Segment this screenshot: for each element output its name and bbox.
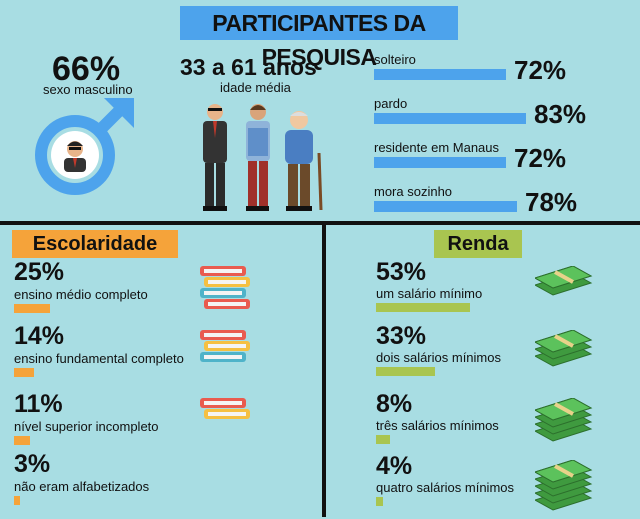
man-casual-figure xyxy=(246,104,270,211)
income-pct: 8% xyxy=(376,390,413,418)
education-label: ensino fundamental completo xyxy=(14,351,184,366)
man-elderly-figure xyxy=(285,111,323,211)
education-title: Escolaridade xyxy=(12,230,178,258)
stat-pct: 72% xyxy=(514,143,567,173)
businessman-avatar-icon xyxy=(64,141,86,172)
page-title: PARTICIPANTES DA PESQUISA xyxy=(180,6,458,70)
education-bar xyxy=(14,304,50,313)
stat-bar xyxy=(374,157,506,168)
stat-pct: 72% xyxy=(514,55,567,85)
male-symbol-icon xyxy=(35,98,134,195)
money-stack-icon xyxy=(535,398,593,442)
income-pct: 33% xyxy=(376,322,427,350)
education-bar xyxy=(14,496,20,505)
income-label: três salários mínimos xyxy=(376,418,499,433)
age-label: idade média xyxy=(220,80,291,95)
money-stack-icon xyxy=(535,330,593,367)
books-stack-icon xyxy=(200,330,250,362)
man-suit-figure xyxy=(203,104,227,211)
education-pct: 3% xyxy=(14,450,51,478)
stat-bar xyxy=(374,201,517,212)
education-label: nível superior incompleto xyxy=(14,419,159,434)
income-bar xyxy=(376,435,390,444)
income-pct: 53% xyxy=(376,258,427,286)
stat-pct: 83% xyxy=(534,99,587,129)
education-label: não eram alfabetizados xyxy=(14,479,150,494)
education-label: ensino médio completo xyxy=(14,287,148,302)
income-label: um salário mínimo xyxy=(376,286,483,301)
stat-pct: 78% xyxy=(525,187,578,217)
education-pct: 11% xyxy=(14,390,63,418)
stat-label: pardo xyxy=(374,96,408,111)
age-range: 33 a 61 anos xyxy=(180,54,317,80)
income-label: quatro salários mínimos xyxy=(376,480,514,495)
stat-bar xyxy=(374,69,506,80)
income-pct: 4% xyxy=(376,452,413,480)
books-stack-icon xyxy=(200,398,250,419)
income-title: Renda xyxy=(434,230,522,258)
horizontal-divider xyxy=(0,221,640,225)
gender-label: sexo masculino xyxy=(43,82,133,97)
stat-label: residente em Manaus xyxy=(374,140,500,155)
income-bar xyxy=(376,497,383,506)
education-bar xyxy=(14,436,30,445)
vertical-divider xyxy=(322,221,326,517)
books-stack-icon xyxy=(200,266,250,309)
income-bar xyxy=(376,367,435,376)
income-label: dois salários mínimos xyxy=(376,350,501,365)
education-bar xyxy=(14,368,34,377)
money-stack-icon xyxy=(535,460,593,511)
gender-pct: 66% xyxy=(52,50,121,88)
education-pct: 25% xyxy=(14,258,65,286)
income-bar xyxy=(376,303,470,312)
three-men-illustration xyxy=(203,104,323,211)
stat-label: mora sozinho xyxy=(374,184,453,199)
education-pct: 14% xyxy=(14,322,65,350)
stat-label: solteiro xyxy=(374,52,416,67)
stat-bar xyxy=(374,113,526,124)
money-stack-icon xyxy=(535,266,593,296)
